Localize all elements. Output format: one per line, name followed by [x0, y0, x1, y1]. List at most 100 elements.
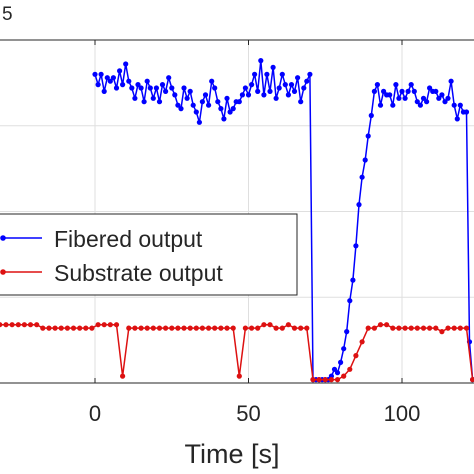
data-point: [377, 102, 384, 108]
data-point: [120, 82, 126, 88]
data-point: [353, 353, 359, 359]
data-point: [113, 322, 120, 328]
series-line: [94, 59, 474, 381]
data-point: [92, 71, 98, 77]
data-point: [451, 102, 457, 108]
data-point: [448, 78, 454, 84]
data-point: [156, 99, 163, 105]
data-point: [433, 325, 439, 331]
data-point: [113, 85, 120, 91]
data-point: [408, 325, 414, 331]
data-point: [129, 85, 135, 91]
data-point: [393, 82, 399, 88]
data-point: [390, 102, 396, 108]
data-point: [249, 325, 255, 331]
data-point: [350, 277, 356, 283]
data-point: [402, 325, 408, 331]
data-point: [245, 92, 252, 98]
data-point: [276, 85, 282, 91]
data-point: [120, 373, 126, 379]
data-point: [374, 82, 380, 88]
data-point: [138, 85, 144, 91]
data-point: [310, 377, 316, 383]
data-point: [224, 95, 230, 101]
data-point: [463, 325, 470, 331]
data-point: [365, 325, 371, 331]
data-point: [144, 325, 150, 331]
data-point: [101, 322, 107, 328]
data-point: [408, 82, 414, 88]
data-point: [301, 85, 307, 91]
data-point: [227, 109, 233, 115]
data-point: [307, 71, 313, 77]
data-point: [64, 325, 70, 331]
data-point: [436, 95, 442, 101]
data-point: [439, 92, 445, 98]
data-point: [0, 322, 3, 328]
data-point: [341, 346, 347, 352]
data-point: [365, 133, 371, 139]
data-point: [107, 322, 113, 328]
data-point: [445, 95, 451, 101]
data-point: [261, 322, 267, 328]
data-point: [126, 325, 132, 331]
data-point: [147, 85, 153, 91]
data-point: [132, 95, 138, 101]
data-point: [285, 92, 291, 98]
data-point: [264, 71, 270, 77]
data-point: [212, 325, 218, 331]
data-point: [181, 325, 187, 331]
data-point: [135, 82, 141, 88]
data-point: [236, 373, 242, 379]
data-point: [402, 95, 408, 101]
data-point: [175, 102, 181, 108]
data-point: [9, 322, 15, 328]
series-0: [92, 58, 474, 383]
data-point: [221, 116, 227, 122]
data-point: [338, 359, 344, 365]
data-point: [331, 366, 338, 372]
data-point: [359, 339, 365, 345]
data-point: [156, 325, 163, 331]
legend-label-substrate: Substrate output: [54, 260, 223, 286]
data-point: [267, 88, 273, 94]
data-point: [381, 88, 387, 94]
data-point: [178, 106, 184, 112]
data-point: [181, 85, 187, 91]
data-point: [279, 325, 285, 331]
data-point: [399, 88, 405, 94]
data-point: [172, 92, 178, 98]
data-point: [396, 95, 402, 101]
data-point: [295, 75, 301, 81]
data-point: [107, 78, 113, 84]
data-point: [291, 88, 298, 94]
data-point: [218, 106, 224, 112]
data-point: [190, 102, 196, 108]
data-point: [279, 71, 285, 77]
data-point: [153, 85, 159, 91]
data-point: [390, 325, 396, 331]
legend-marker-fibered: [0, 235, 6, 241]
x-tick-label: 50: [236, 401, 260, 426]
x-tick-label: 100: [384, 401, 421, 426]
data-point: [117, 68, 123, 74]
x-axis-label: Time [s]: [184, 439, 279, 469]
data-point: [451, 325, 457, 331]
exponent-label: 5: [2, 4, 13, 25]
data-point: [193, 325, 199, 331]
data-point: [27, 322, 34, 328]
data-point: [89, 325, 95, 331]
data-point: [356, 202, 362, 208]
legend-label-fibered: Fibered output: [54, 226, 203, 252]
data-point: [40, 325, 46, 331]
data-point: [387, 92, 393, 98]
legend-box: [0, 213, 298, 296]
data-point: [95, 82, 101, 88]
data-point: [138, 325, 144, 331]
data-point: [150, 95, 156, 101]
data-point: [344, 329, 350, 335]
data-point: [298, 325, 304, 331]
data-point: [242, 85, 248, 91]
x-tick-label: 0: [89, 401, 101, 426]
